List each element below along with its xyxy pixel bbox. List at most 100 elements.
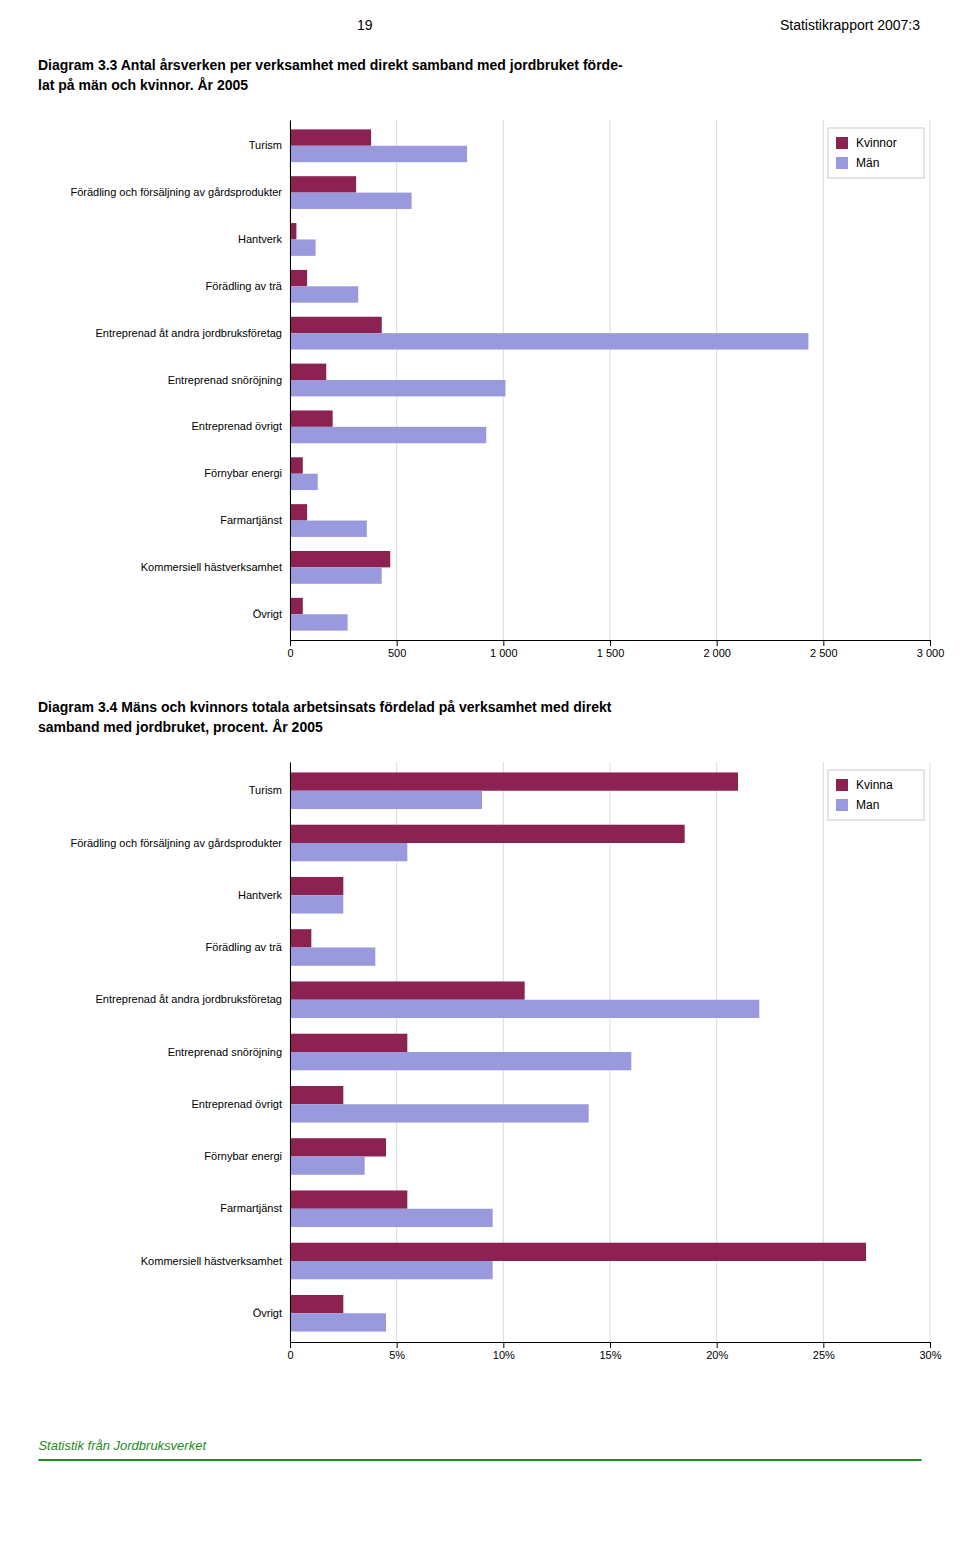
bar [290,1000,759,1018]
legend-label: Kvinna [856,778,893,792]
legend-label: Män [856,156,879,170]
bar [290,598,303,614]
bar [290,981,525,999]
grid [290,762,930,1342]
tick: Entreprenad övrigt [192,420,291,432]
bar [290,567,382,583]
page-header-left: 19 [357,17,373,33]
tick: 500 [388,640,406,659]
tick: Entreprenad snöröjning [168,1046,290,1058]
bar [290,825,685,843]
tick-label: Förädling och försäljning av gårdsproduk… [70,837,282,849]
bar [290,474,318,490]
grid-line [930,762,931,1342]
chart-title-line: lat på män och kvinnor. År 2005 [38,77,248,93]
bar [290,791,482,809]
bar [290,895,343,913]
tick: Turism [249,139,290,151]
y-axis: ÖvrigtKommersiell hästverksamhetFarmartj… [70,763,290,1343]
chart: 05%10%15%20%25%30%ÖvrigtKommersiell häst… [70,762,941,1361]
tick-mark [610,1342,611,1348]
grid-line [823,120,824,640]
tick-label: 5% [389,1349,405,1361]
tick-label: 0 [287,647,293,659]
footer-text: Statistik från Jordbruksverket [38,1438,207,1453]
tick: 2 000 [703,640,731,659]
tick: Farmartjänst [220,514,290,526]
tick-label: 10% [493,1349,515,1361]
tick-label: Entreprenad åt andra jordbruksföretag [95,327,282,339]
chart-title-line: samband med jordbruket, procent. År 2005 [38,719,323,735]
bar [290,772,738,790]
tick: 2 500 [810,640,838,659]
tick: Kommersiell hästverksamhet [141,561,290,573]
chart-title: Diagram 3.3 Antal årsverken per verksamh… [38,57,623,93]
legend-label: Man [856,798,879,812]
tick-label: 1 500 [597,647,625,659]
tick-label: 0 [287,1349,293,1361]
bar [290,1261,493,1279]
grid [290,120,930,640]
legend-item: Kvinnor [836,136,897,150]
tick: 10% [493,1342,515,1361]
tick-mark [397,1342,398,1348]
tick: Förnybar energi [204,1150,290,1162]
bar [290,1104,589,1122]
tick: Förädling och försäljning av gårdsproduk… [70,186,290,198]
tick-mark [290,1342,291,1348]
tick-label: 2 000 [703,647,731,659]
tick-label: Turism [249,139,282,151]
tick-label: Turism [249,784,282,796]
tick-label: 15% [599,1349,621,1361]
bar [290,1034,407,1052]
bar [290,380,505,396]
tick: 15% [599,1342,621,1361]
bar [290,333,808,349]
bar [290,286,358,302]
footer-line [38,1459,921,1461]
tick-mark [717,1342,718,1348]
tick-label: Förädling och försäljning av gårdsproduk… [70,186,282,198]
bar [290,877,343,895]
tick-label: Övrigt [253,1307,282,1319]
tick-mark [823,1342,824,1348]
tick: Hantverk [238,889,290,901]
bar [290,1052,631,1070]
bar [290,176,356,192]
tick: Övrigt [253,608,290,620]
axis-domain [290,121,291,641]
tick: Entreprenad övrigt [192,1098,291,1110]
bar [290,317,382,333]
grid-line [290,762,291,1342]
bar [290,551,390,567]
tick-mark [503,640,504,646]
legend: Kvinna Man [828,770,924,820]
tick-label: 25% [813,1349,835,1361]
bar [290,1086,343,1104]
bar [290,1243,866,1261]
tick: 0 [287,1342,293,1361]
grid-line [716,120,717,640]
tick-mark [930,1342,931,1348]
bar [290,457,303,473]
tick: Förnybar energi [204,467,290,479]
chart-title: Diagram 3.4 Mäns och kvinnors totala arb… [38,699,612,735]
legend-frame [828,128,924,178]
tick-mark [823,640,824,646]
bars [290,129,808,630]
legend-swatch [836,137,848,149]
bar [290,1295,343,1313]
legend-item: Män [836,156,879,170]
tick: 20% [706,1342,728,1361]
tick: Entreprenad åt andra jordbruksföretag [95,327,290,339]
x-axis: 05001 0001 5002 0002 5003 000 [287,640,944,659]
bar [290,614,348,630]
tick: 25% [813,1342,835,1361]
axis-domain [291,641,931,647]
series [290,772,866,1313]
legend-swatch [836,157,848,169]
tick-label: Förnybar energi [204,1150,282,1162]
tick: 1 000 [490,640,518,659]
bar [290,947,375,965]
bar [290,129,371,145]
